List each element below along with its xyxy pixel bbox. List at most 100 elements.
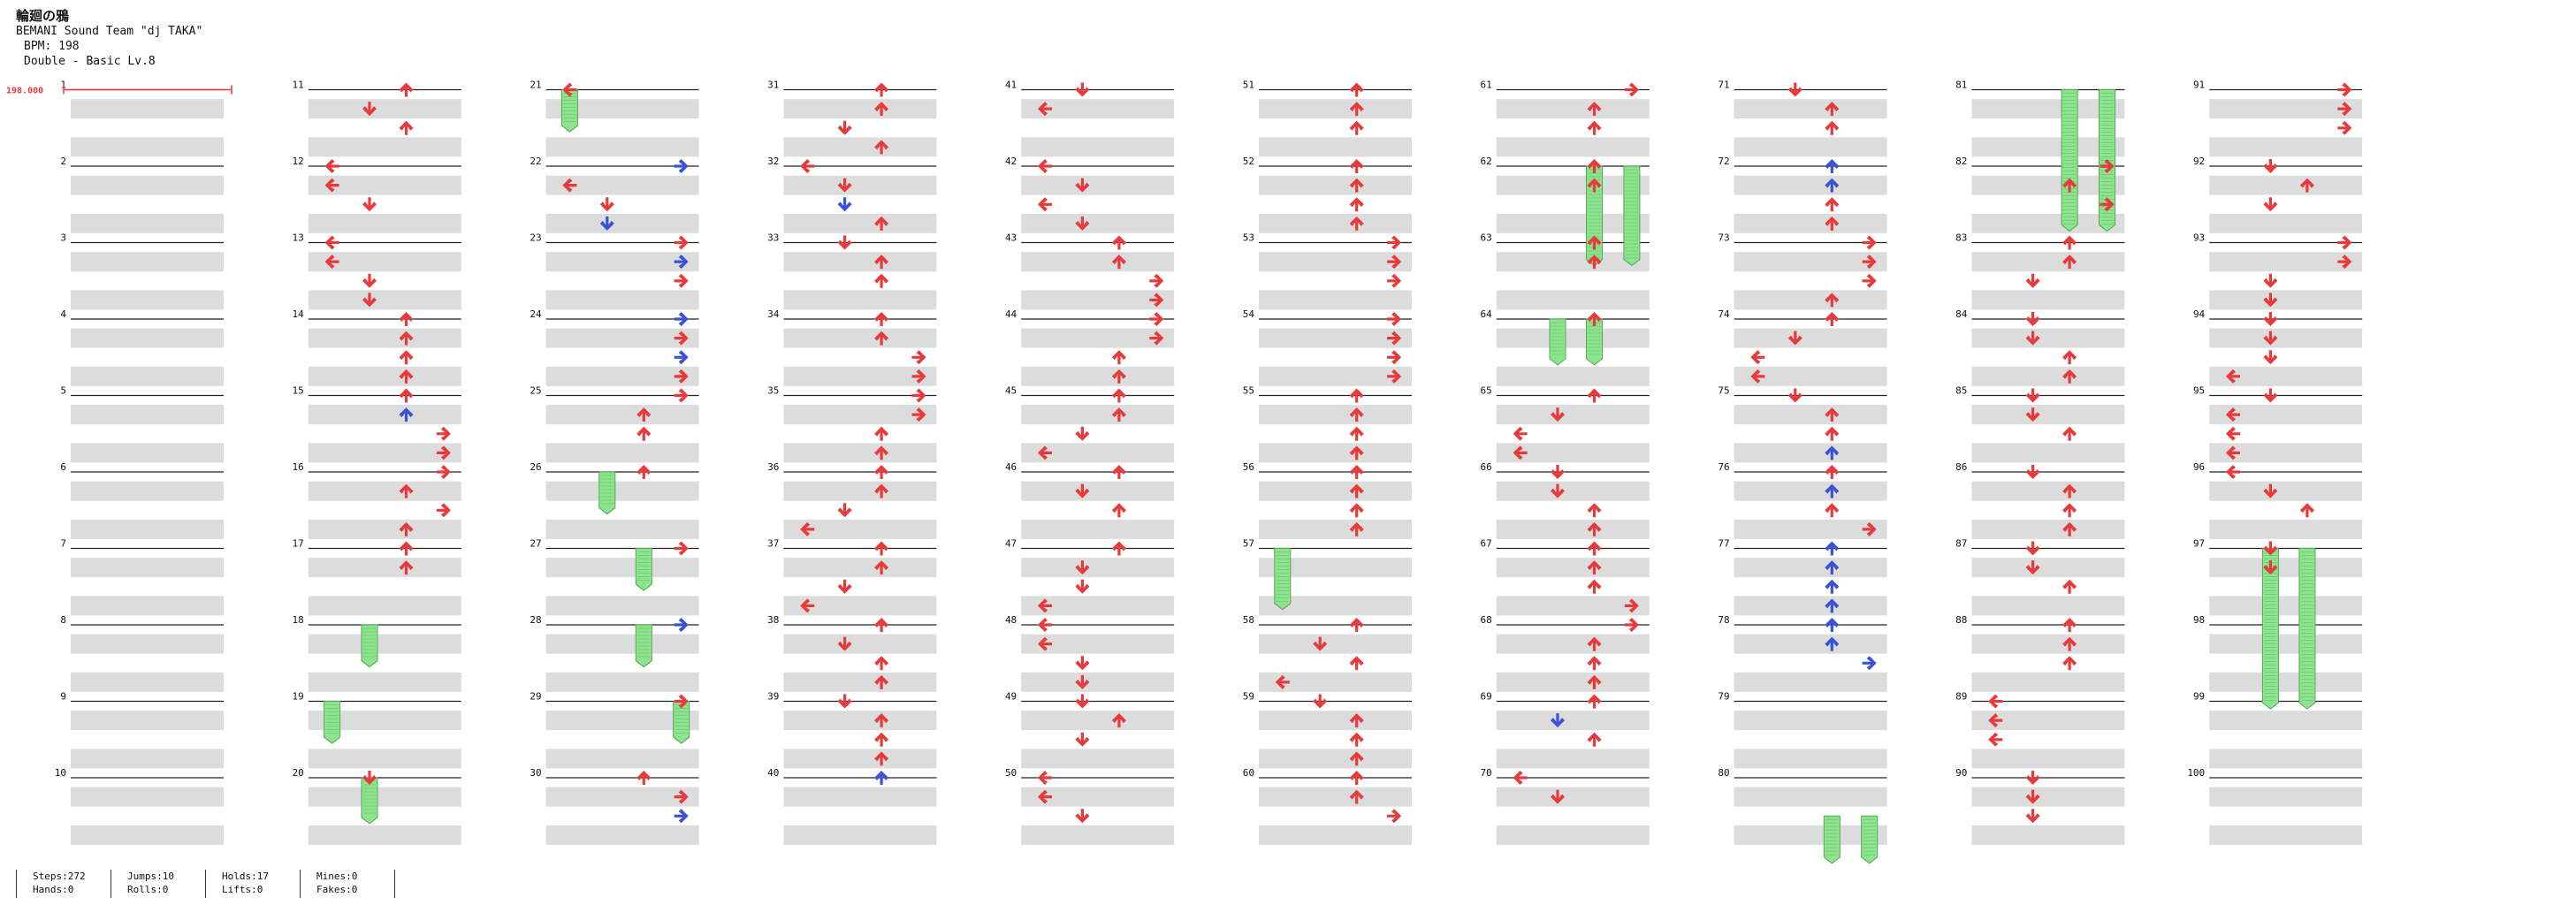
- measure-number: 84: [1955, 308, 1968, 320]
- up-arrow-icon: [874, 560, 889, 575]
- down-arrow-icon: [2025, 771, 2040, 785]
- up-arrow-icon: [1349, 521, 1364, 536]
- up-arrow-icon: [1111, 369, 1126, 384]
- beat-stripe: [783, 672, 937, 692]
- measure-number: 25: [530, 385, 541, 397]
- up-arrow-icon: [1587, 579, 1602, 594]
- beat-stripe: [71, 558, 224, 578]
- down-arrow-icon: [1075, 694, 1090, 709]
- beat-stripe: [2209, 672, 2363, 692]
- measure-number: 49: [1005, 691, 1017, 703]
- beat-stripe: [783, 749, 937, 769]
- down-arrow-icon: [2263, 197, 2278, 212]
- right-arrow-icon: [674, 618, 689, 632]
- beat-stripe: [308, 519, 461, 539]
- stat-jumps: Jumps:10: [127, 871, 174, 882]
- down-arrow-icon: [2025, 560, 2040, 575]
- left-arrow-icon: [1038, 771, 1052, 785]
- up-arrow-icon: [399, 541, 414, 556]
- beat-stripe: [1259, 787, 1412, 807]
- beat-stripe: [1734, 99, 1887, 119]
- stat-steps: Steps:272: [33, 871, 86, 882]
- measure-number: 64: [1481, 308, 1493, 320]
- right-arrow-icon: [2337, 120, 2352, 135]
- down-arrow-icon: [362, 293, 377, 308]
- beat-stripe: [1496, 443, 1650, 463]
- beat-stripe: [783, 481, 937, 501]
- beat-stripe: [308, 634, 461, 654]
- beat-stripe: [1259, 634, 1412, 654]
- beat-stripe: [1259, 366, 1412, 386]
- up-arrow-icon: [874, 255, 889, 270]
- beat-stripe: [1259, 749, 1412, 769]
- beat-stripe: [545, 328, 699, 348]
- beat-stripe: [1259, 672, 1412, 692]
- right-arrow-icon: [436, 503, 451, 518]
- up-arrow-icon: [874, 541, 889, 556]
- measure-number: 28: [530, 614, 541, 626]
- left-arrow-icon: [2226, 369, 2240, 384]
- beat-stripe: [1971, 825, 2125, 845]
- measure-number: 73: [1718, 232, 1729, 244]
- song-artist: BEMANI Sound Team "dj TAKA": [16, 25, 203, 38]
- beat-stripe: [71, 443, 224, 463]
- up-arrow-icon: [1349, 751, 1364, 766]
- down-arrow-icon: [2263, 159, 2278, 173]
- beat-stripe: [1734, 405, 1887, 425]
- song-bpm: BPM: 198: [24, 40, 80, 53]
- hold-note: [635, 624, 652, 668]
- song-header: 輪廻の鴉 BEMANI Sound Team "dj TAKA" BPM: 19…: [16, 9, 202, 69]
- measure-number: 26: [530, 461, 541, 473]
- measure-number: 36: [767, 461, 779, 473]
- up-arrow-icon: [1349, 102, 1364, 117]
- right-arrow-icon: [1387, 273, 1402, 288]
- right-arrow-icon: [2337, 102, 2352, 117]
- measure-number: 37: [767, 538, 779, 550]
- beat-stripe: [2209, 787, 2363, 807]
- beat-stripe: [71, 596, 224, 616]
- beat-stripe: [1971, 405, 2125, 425]
- beat-stripe: [1259, 443, 1412, 463]
- beat-stripe: [545, 634, 699, 654]
- left-arrow-icon: [1750, 350, 1765, 365]
- hold-body: [2298, 548, 2316, 710]
- up-arrow-icon: [1349, 82, 1364, 97]
- beat-stripe: [1021, 290, 1175, 310]
- down-arrow-icon: [1075, 732, 1090, 747]
- down-arrow-icon: [2025, 312, 2040, 326]
- beat-stripe: [545, 175, 699, 195]
- beat-stripe: [1259, 99, 1412, 119]
- beat-stripe: [1259, 252, 1412, 272]
- beat-stripe: [545, 405, 699, 425]
- measure-number: 99: [2193, 691, 2205, 703]
- up-arrow-icon: [1111, 503, 1126, 518]
- right-arrow-icon: [1387, 312, 1402, 326]
- up-arrow-icon: [874, 82, 889, 97]
- up-arrow-icon: [1349, 407, 1364, 422]
- up-arrow-icon: [874, 465, 889, 479]
- beat-stripe: [1021, 749, 1175, 769]
- down-arrow-icon: [2263, 483, 2278, 498]
- beat-stripe: [1259, 711, 1412, 731]
- right-arrow-icon: [674, 331, 689, 346]
- stat-jumps-rolls: Jumps:10 Rolls:0: [111, 870, 205, 898]
- measure-number: 95: [2193, 385, 2205, 397]
- down-arrow-icon: [837, 197, 852, 212]
- up-arrow-icon: [1349, 503, 1364, 518]
- measure-number: 55: [1243, 385, 1254, 397]
- beat-stripe: [1734, 481, 1887, 501]
- hold-note: [2298, 548, 2316, 710]
- down-arrow-icon: [837, 178, 852, 193]
- hold-note: [635, 548, 652, 591]
- beat-stripe: [308, 825, 461, 845]
- up-arrow-icon: [399, 312, 414, 326]
- beat-stripe: [1734, 749, 1887, 769]
- measure-number: 14: [293, 308, 305, 320]
- right-arrow-icon: [1387, 235, 1402, 250]
- measure-number: 45: [1005, 385, 1017, 397]
- up-arrow-icon: [1349, 656, 1364, 671]
- left-arrow-icon: [1513, 426, 1528, 441]
- measure-column: 61 62 63 64 65 66 67 68 69 70: [1481, 80, 1650, 845]
- down-arrow-icon: [2263, 541, 2278, 556]
